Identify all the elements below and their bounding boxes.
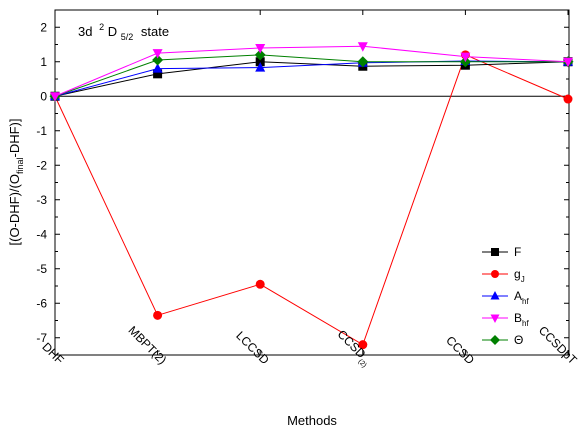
legend-label-text: F — [514, 245, 521, 259]
series-2 — [50, 55, 573, 101]
y-tick-label: -2 — [36, 158, 47, 172]
legend-label: Θ — [514, 333, 523, 347]
legend-label-text: g — [514, 267, 521, 281]
x-tick-label-text: CCSDpT — [536, 323, 580, 367]
data-point — [50, 92, 60, 102]
data-point — [254, 49, 266, 61]
data-point — [563, 94, 573, 104]
triangle-up-marker — [490, 291, 500, 300]
x-tick-label-text: MBPT(2) — [126, 323, 170, 367]
legend-label: F — [514, 245, 521, 259]
data-point — [153, 69, 163, 79]
y-tick-label: -6 — [36, 296, 47, 310]
y-tick-label: 2 — [40, 20, 47, 34]
x-tick-labels: DHF MBPT(2) LCCSD CCSD(2) CCSD CCSDpT — [39, 323, 580, 369]
data-point — [152, 49, 163, 59]
series-line — [54, 45, 569, 97]
y-axis-title: [(O-DHF)/(Ofinal-DHF)] — [7, 119, 25, 246]
data-point — [358, 340, 368, 350]
data-point — [357, 42, 368, 52]
diamond-marker — [490, 335, 500, 345]
legend-label: Bhf — [514, 311, 529, 328]
series-line — [54, 61, 569, 97]
series-line — [54, 54, 568, 97]
data-point — [152, 63, 163, 73]
series-4 — [49, 49, 574, 102]
y-tick-label: -1 — [36, 124, 47, 138]
x-tick-label: CCSD(2) — [332, 327, 374, 369]
legend-label-sub: hf — [522, 297, 529, 306]
data-point — [460, 52, 471, 63]
series-layer — [49, 42, 574, 350]
series-3 — [50, 42, 573, 102]
circle-marker — [491, 270, 499, 278]
legend-label-text: A — [514, 289, 522, 303]
series-0 — [50, 57, 573, 101]
legend-label: Ahf — [514, 289, 529, 306]
x-tick-label-text: CCSD — [443, 333, 477, 367]
legend-label-sub: J — [521, 275, 525, 284]
x-tick-label: LCCSD — [233, 328, 272, 367]
data-point — [563, 57, 573, 68]
x-tick-label: MBPT(2) — [126, 323, 170, 367]
legend-label-text: B — [514, 311, 522, 325]
series-line — [54, 60, 569, 97]
y-tick-label: -5 — [36, 262, 47, 276]
legend-label-sub: hf — [522, 319, 529, 328]
series-line — [54, 54, 569, 346]
x-axis-title: Methods — [287, 413, 337, 428]
x-tick-label-sub: (2) — [357, 358, 368, 369]
data-point — [153, 310, 163, 320]
square-marker — [491, 248, 499, 256]
data-point — [357, 56, 369, 68]
data-point — [255, 57, 265, 67]
x-tick-label: CCSD — [443, 333, 477, 367]
x-tick-label: CCSDpT — [536, 323, 580, 367]
x-tick-label-text: LCCSD — [233, 328, 272, 367]
y-tick-label: -7 — [36, 331, 47, 345]
triangle-down-marker — [490, 314, 500, 323]
y-tick-label: -4 — [36, 227, 47, 241]
data-point — [255, 62, 266, 72]
series-1 — [50, 50, 573, 350]
state-annotation: 3d 2 D 5/2 state — [78, 18, 169, 43]
y-tick-label: 1 — [40, 55, 47, 69]
legend-label: gJ — [514, 267, 525, 284]
data-point — [152, 54, 164, 66]
data-point — [255, 43, 266, 54]
legend-label-text: Θ — [514, 333, 523, 347]
y-tick-label: -3 — [36, 193, 47, 207]
data-point — [255, 279, 265, 289]
y-tick-label: 0 — [40, 89, 47, 103]
